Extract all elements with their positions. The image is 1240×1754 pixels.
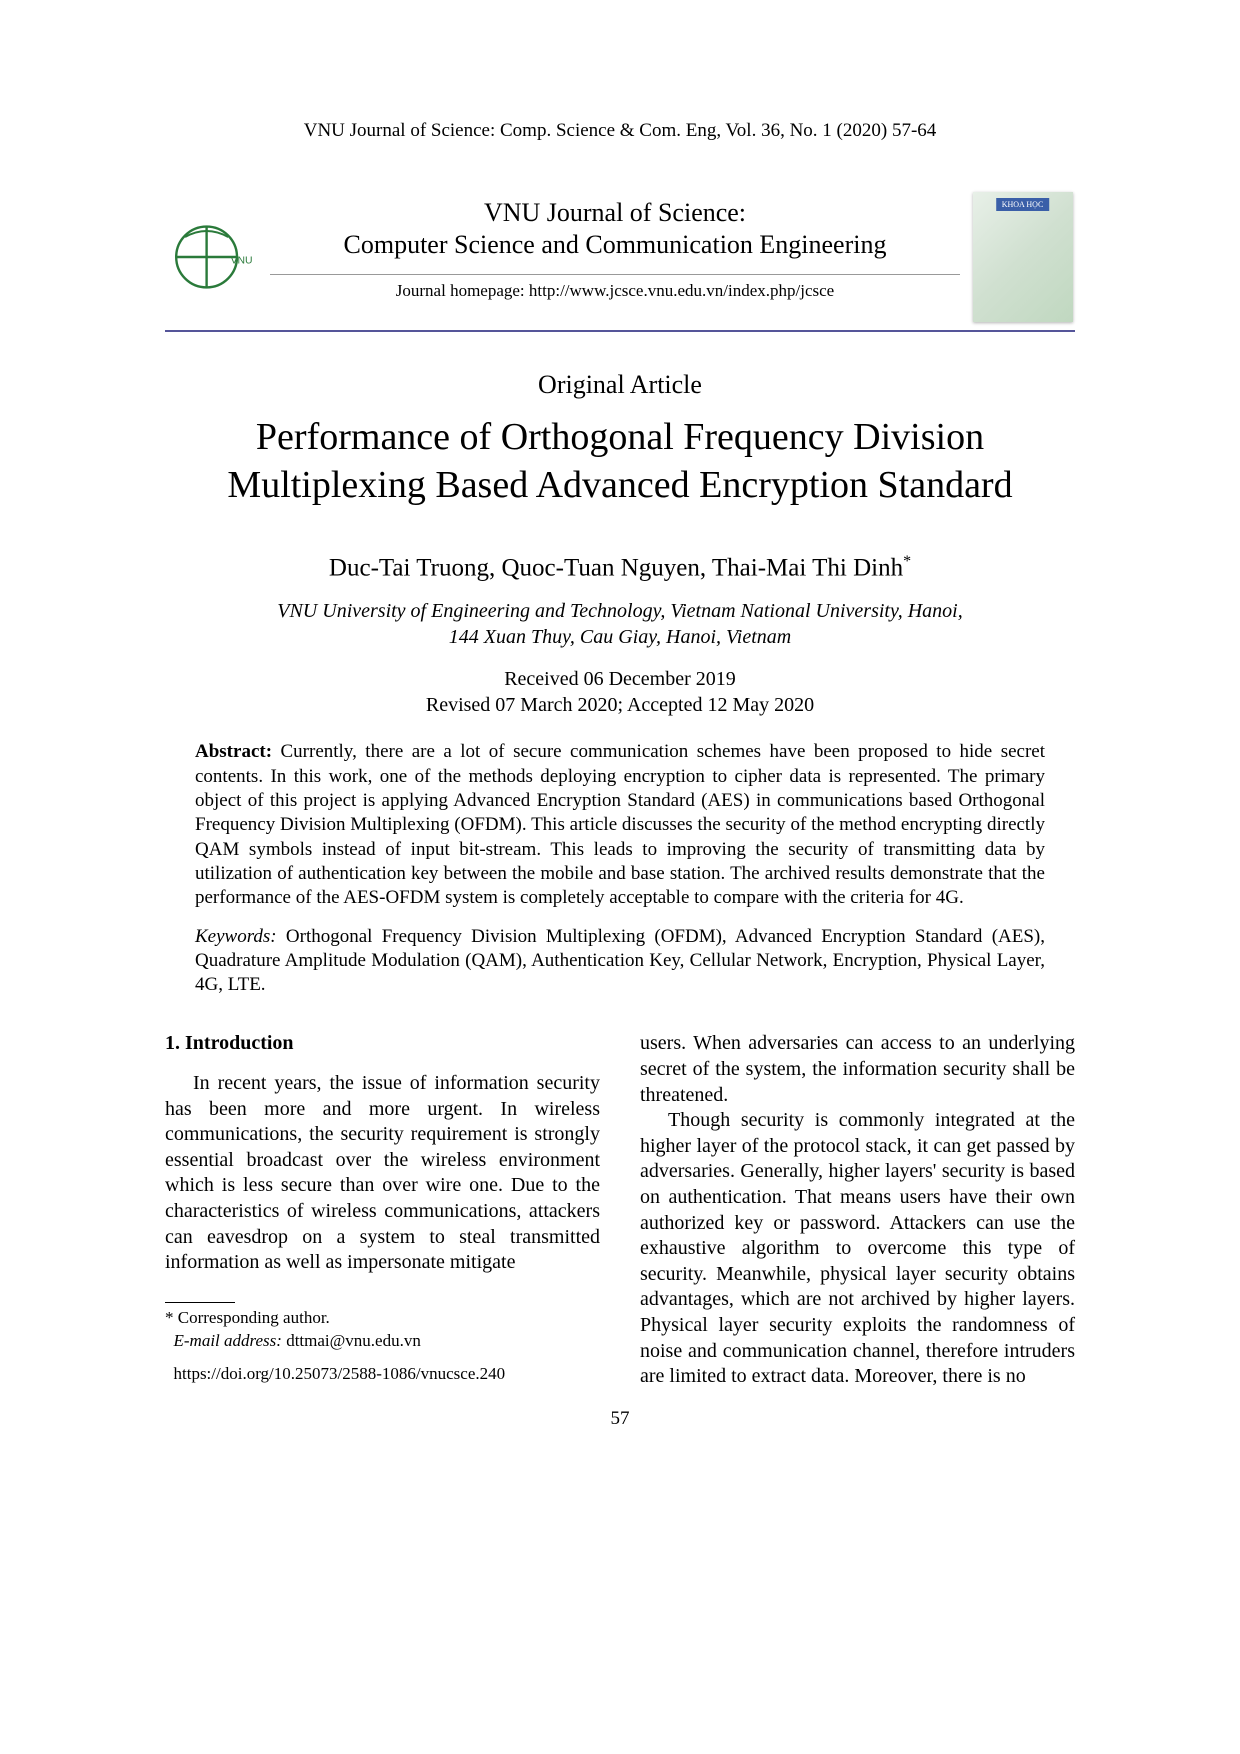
- paragraph: In recent years, the issue of informatio…: [165, 1071, 600, 1276]
- date-received: Received 06 December 2019: [165, 666, 1075, 692]
- paragraph: Though security is commonly integrated a…: [640, 1108, 1075, 1390]
- body-columns: 1. Introduction In recent years, the iss…: [165, 1031, 1075, 1389]
- abstract-label: Abstract:: [195, 741, 272, 762]
- column-left: 1. Introduction In recent years, the iss…: [165, 1031, 600, 1389]
- affiliation-line1: VNU University of Engineering and Techno…: [165, 598, 1075, 624]
- article-dates: Received 06 December 2019 Revised 07 Mar…: [165, 666, 1075, 718]
- keywords: Keywords: Orthogonal Frequency Division …: [195, 925, 1045, 998]
- abstract: Abstract: Currently, there are a lot of …: [195, 740, 1045, 910]
- keywords-label: Keywords:: [195, 926, 277, 947]
- authors: Duc-Tai Truong, Quoc-Tuan Nguyen, Thai-M…: [165, 553, 1075, 582]
- journal-banner: VNU VNU Journal of Science: Computer Sci…: [165, 192, 1075, 332]
- journal-name-line2: Computer Science and Communication Engin…: [270, 230, 960, 260]
- vnu-logo: VNU: [165, 192, 260, 322]
- page-number: 57: [165, 1408, 1075, 1430]
- corresponding-marker: *: [903, 553, 911, 570]
- date-revised-accepted: Revised 07 March 2020; Accepted 12 May 2…: [165, 692, 1075, 718]
- footnote-corresponding-text: Corresponding author.: [174, 1308, 330, 1327]
- authors-names: Duc-Tai Truong, Quoc-Tuan Nguyen, Thai-M…: [329, 554, 903, 581]
- journal-name-line1: VNU Journal of Science:: [270, 198, 960, 228]
- article-title: Performance of Orthogonal Frequency Divi…: [165, 414, 1075, 509]
- footnote-email: E-mail address: dttmai@vnu.edu.vn: [165, 1330, 600, 1353]
- footnote-marker: *: [165, 1308, 174, 1327]
- affiliation: VNU University of Engineering and Techno…: [165, 598, 1075, 650]
- paragraph: users. When adversaries can access to an…: [640, 1031, 1075, 1108]
- footnote-doi-text: https://doi.org/10.25073/2588-1086/vnucs…: [174, 1364, 506, 1383]
- footnote-corresponding: * Corresponding author.: [165, 1307, 600, 1330]
- abstract-text: Currently, there are a lot of secure com…: [195, 741, 1045, 908]
- section-1-heading: 1. Introduction: [165, 1031, 600, 1057]
- journal-homepage: Journal homepage: http://www.jcsce.vnu.e…: [270, 274, 960, 301]
- footnote-separator: [165, 1302, 235, 1303]
- footnote-email-label: E-mail address:: [174, 1331, 282, 1350]
- running-header: VNU Journal of Science: Comp. Science & …: [165, 120, 1075, 142]
- journal-cover-thumbnail: [970, 192, 1075, 322]
- keywords-text: Orthogonal Frequency Division Multiplexi…: [195, 926, 1045, 996]
- affiliation-line2: 144 Xuan Thuy, Cau Giay, Hanoi, Vietnam: [165, 624, 1075, 650]
- vnu-logo-icon: VNU: [173, 217, 253, 297]
- column-right: users. When adversaries can access to an…: [640, 1031, 1075, 1389]
- article-type: Original Article: [165, 370, 1075, 400]
- footnote-email-value: dttmai@vnu.edu.vn: [282, 1331, 421, 1350]
- footnote-doi: https://doi.org/10.25073/2588-1086/vnucs…: [165, 1363, 600, 1386]
- logo-text: VNU: [230, 255, 252, 266]
